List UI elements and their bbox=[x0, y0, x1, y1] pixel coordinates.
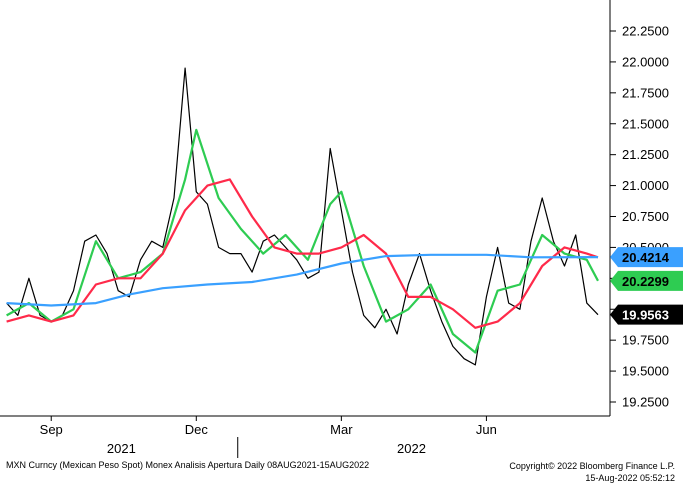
y-tick-label: 21.2500 bbox=[622, 147, 669, 162]
footer-copyright-line: Copyright© 2022 Bloomberg Finance L.P. bbox=[509, 461, 675, 471]
value-tag: 19.9563 bbox=[610, 304, 683, 325]
value-tag-label: 20.4214 bbox=[622, 250, 670, 265]
y-tick-label: 21.7500 bbox=[622, 85, 669, 100]
x-tick-label: Sep bbox=[40, 422, 63, 437]
footer-timestamp: 15-Aug-2022 05:52:12 bbox=[585, 473, 675, 483]
slow-ma-line bbox=[6, 178, 599, 329]
y-tick-label: 22.0000 bbox=[622, 54, 669, 69]
value-tag-label: 19.9563 bbox=[622, 308, 669, 323]
footer-copyright: Copyright© 2022 Bloomberg Finance L.P. 1… bbox=[509, 460, 675, 484]
value-tag: 20.4214 bbox=[610, 247, 683, 268]
y-tick-label: 21.0000 bbox=[622, 178, 669, 193]
y-tick-label: 21.5000 bbox=[622, 116, 669, 131]
value-tag: 20.2299 bbox=[610, 270, 683, 291]
value-tag-bg bbox=[610, 270, 683, 291]
y-tick-label: 22.2500 bbox=[622, 24, 669, 39]
x-tick-label: Dec bbox=[185, 422, 209, 437]
y-tick-label: 19.5000 bbox=[622, 364, 669, 379]
y-tick-label: 20.7500 bbox=[622, 209, 669, 224]
year-label: 2021 bbox=[107, 441, 136, 456]
long-ma-line bbox=[6, 253, 599, 307]
y-tick-label: 19.7500 bbox=[622, 333, 669, 348]
footer-source: MXN Curncy (Mexican Peso Spot) Monex Ana… bbox=[6, 460, 370, 470]
value-tag-label: 20.2299 bbox=[622, 274, 669, 289]
x-tick-label: Jun bbox=[476, 422, 497, 437]
year-label: 2022 bbox=[397, 441, 426, 456]
y-tick-label: 19.2500 bbox=[622, 395, 669, 410]
value-tag-bg bbox=[610, 304, 683, 325]
value-tag-bg bbox=[610, 247, 683, 268]
price-line bbox=[6, 67, 599, 366]
x-tick-label: Mar bbox=[330, 422, 353, 437]
fast-ma-line bbox=[6, 128, 599, 354]
